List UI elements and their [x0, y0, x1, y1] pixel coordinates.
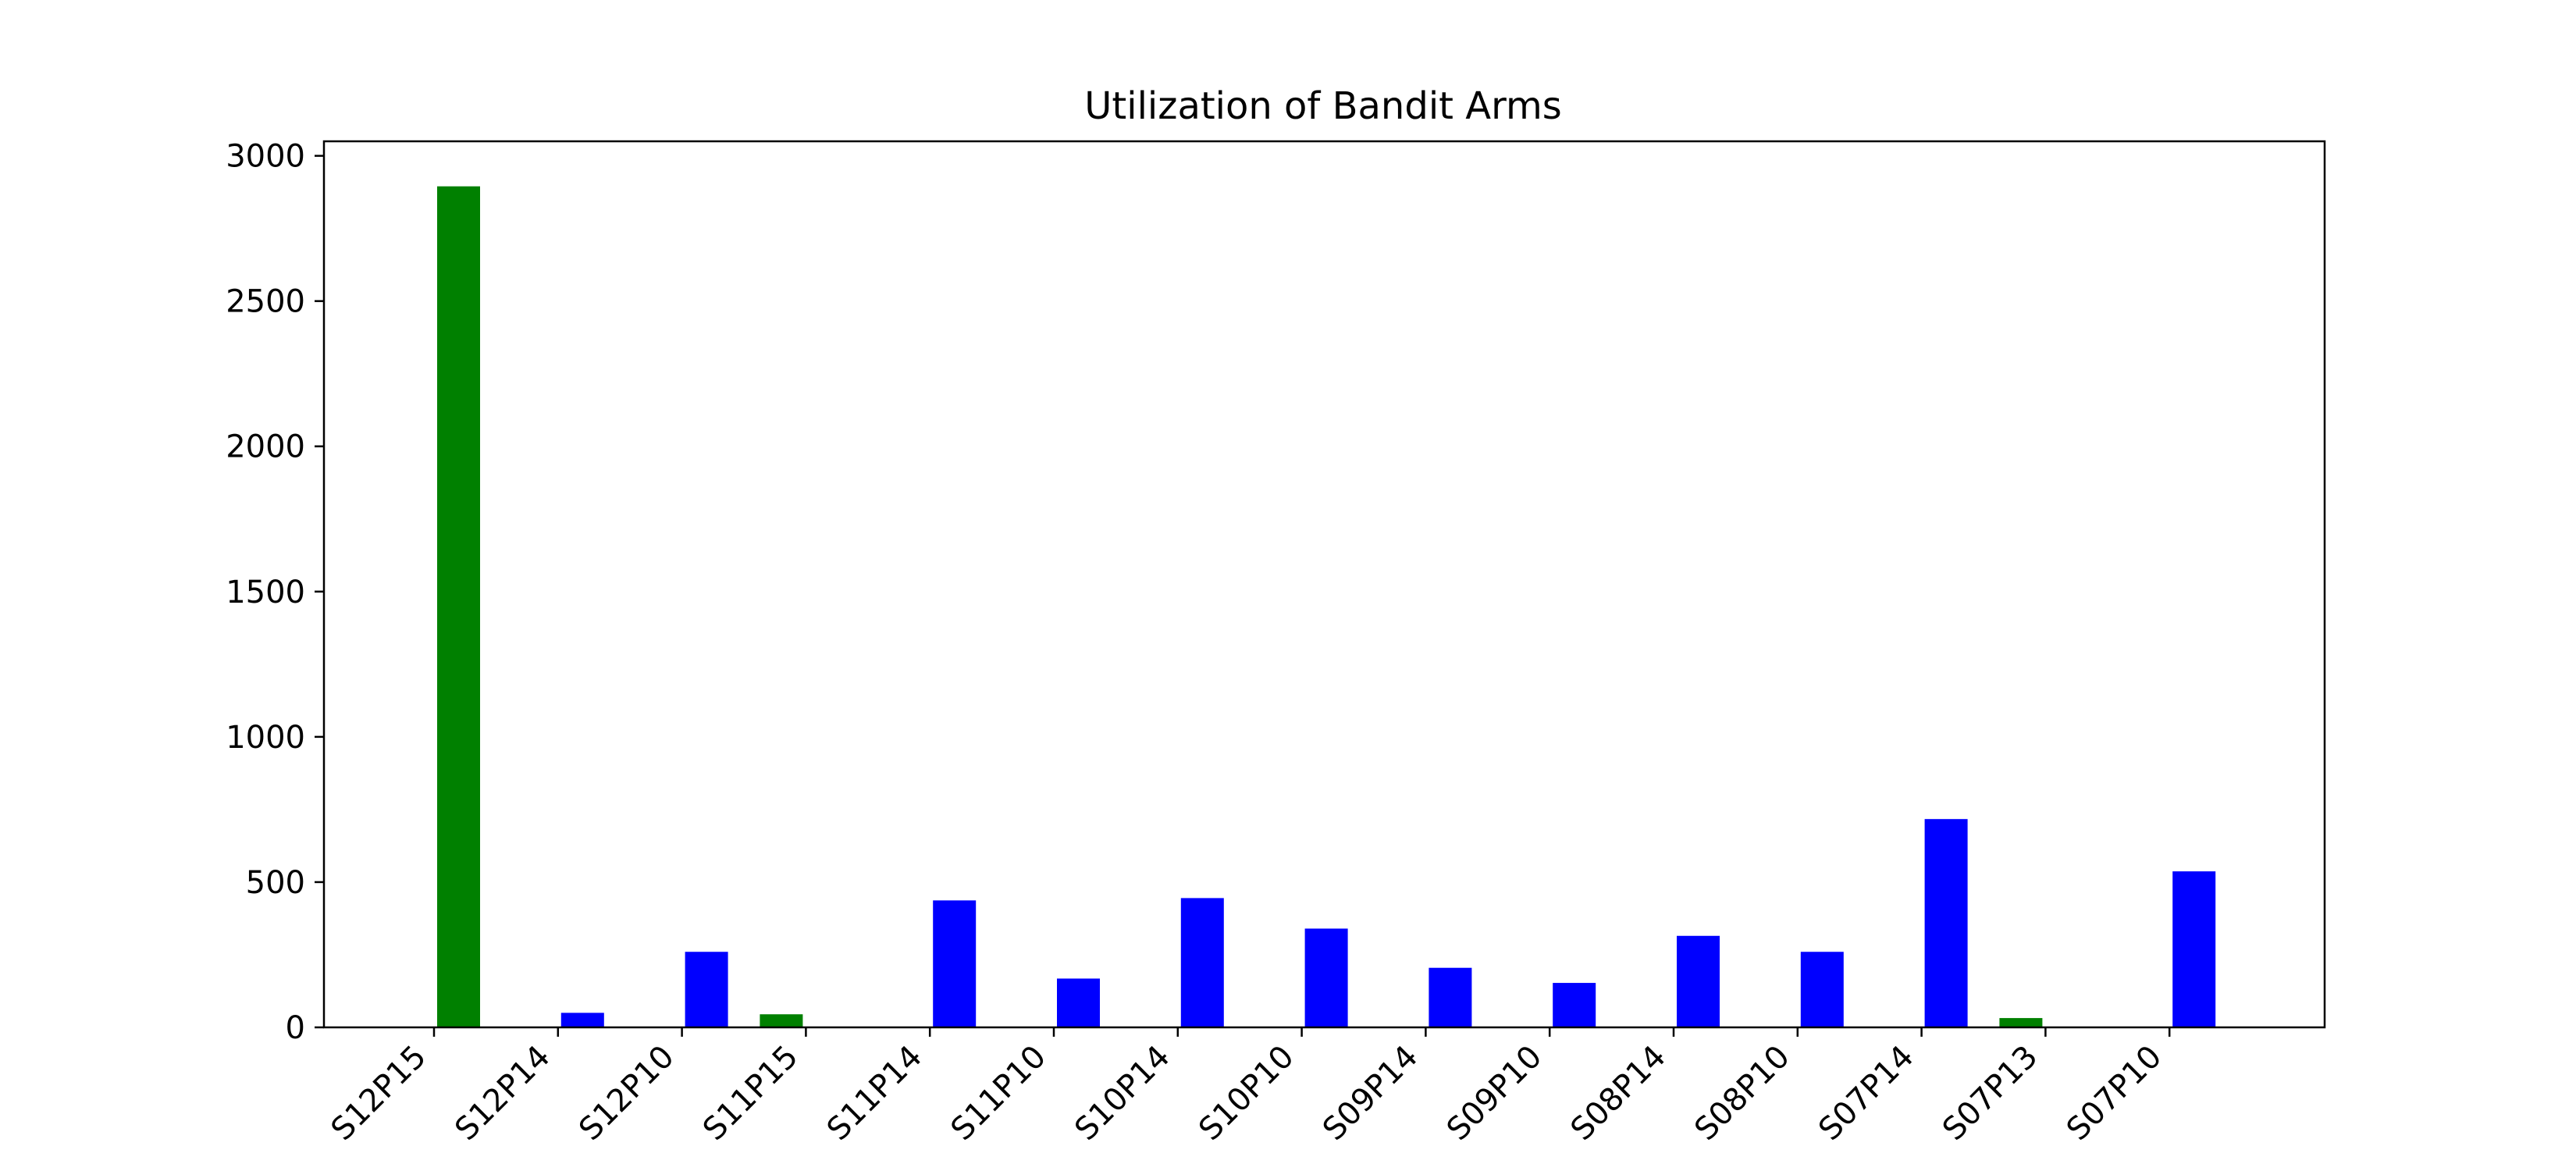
y-tick-label: 1500: [226, 575, 305, 610]
y-axis: 0 500 1000 1500 2000 2500 3000: [226, 139, 324, 1046]
chart-title: Utilization of Bandit Arms: [1084, 84, 1561, 128]
bar-s12p14: [560, 1013, 604, 1027]
bar-s07p10: [2172, 871, 2216, 1027]
bar-s09p14: [1429, 967, 1472, 1027]
bar-s10p10: [1304, 928, 1348, 1027]
bar-s07p13: [1999, 1018, 2043, 1027]
plot-frame: [322, 140, 2326, 1029]
bar-s11p14: [933, 900, 977, 1027]
y-tick-label: 2000: [226, 429, 305, 465]
y-tick-label: 1000: [226, 720, 305, 756]
bar-s11p10: [1057, 978, 1100, 1027]
bar-s08p14: [1677, 935, 1720, 1027]
bar-s10p14: [1180, 898, 1224, 1027]
y-tick-label: 3000: [226, 139, 305, 175]
bar-s09p10: [1553, 983, 1596, 1027]
y-tick-label: 2500: [226, 284, 305, 320]
bar-s08p10: [1800, 952, 1844, 1027]
bar-s11p15: [760, 1014, 803, 1027]
bar-s07p14: [1924, 819, 1968, 1027]
bar-s12p15: [437, 186, 480, 1028]
bar-s12p10: [685, 952, 728, 1027]
y-tick-label: 500: [246, 865, 305, 901]
y-tick-label: 0: [286, 1010, 305, 1046]
bars-group: [437, 186, 2216, 1028]
